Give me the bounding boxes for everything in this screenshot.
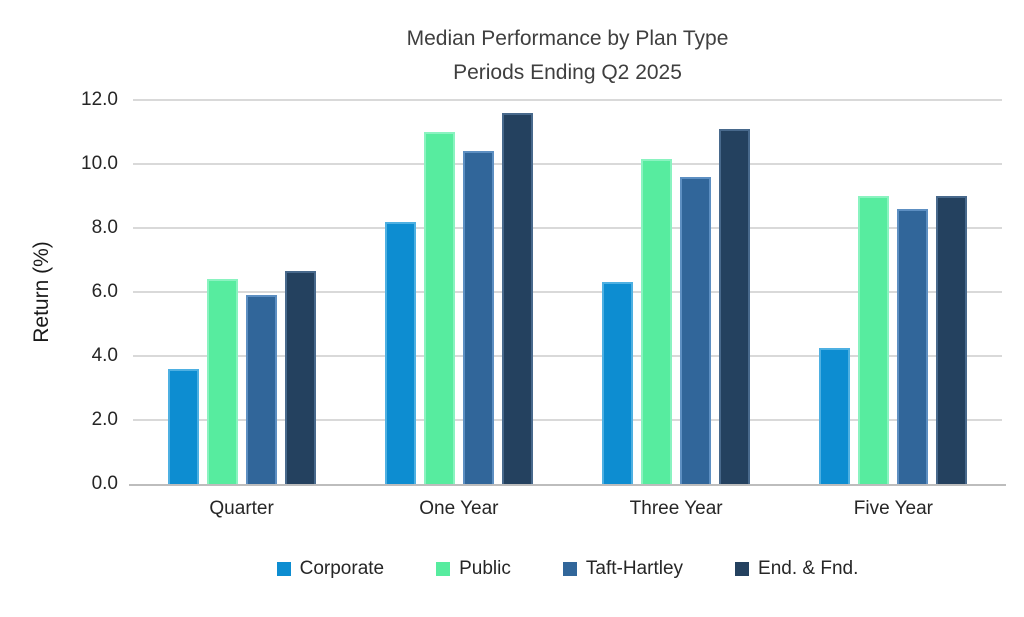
y-axis-tick-labels: 0.0 2.0 4.0 6.0 8.0 10.0 12.0 bbox=[0, 89, 118, 494]
y-tick-label: 0.0 bbox=[91, 473, 118, 494]
legend-swatch-icon bbox=[276, 562, 291, 576]
legend-swatch-icon bbox=[735, 562, 750, 576]
bar-corporate bbox=[167, 368, 199, 484]
x-axis-line bbox=[129, 484, 1006, 486]
gridline bbox=[133, 99, 1002, 101]
x-axis-labels: Quarter One Year Three Year Five Year bbox=[133, 498, 1002, 520]
legend-label: Corporate bbox=[299, 558, 385, 579]
legend-item-taft-hartley: Taft-Hartley bbox=[562, 558, 684, 580]
legend-swatch-icon bbox=[562, 562, 577, 576]
plot-area bbox=[129, 99, 1006, 486]
x-axis-label: Three Year bbox=[629, 498, 723, 519]
y-tick-label: 2.0 bbox=[91, 409, 118, 430]
legend-label: End. & Fnd. bbox=[758, 558, 859, 579]
bar-end-fnd- bbox=[719, 128, 751, 484]
gridline bbox=[133, 355, 1002, 357]
bar-groups bbox=[133, 100, 1002, 484]
bar-end-fnd- bbox=[936, 196, 968, 484]
chart-title: Median Performance by Plan Type bbox=[406, 27, 729, 50]
gridline bbox=[133, 227, 1002, 229]
legend-label: Taft-Hartley bbox=[585, 558, 684, 579]
bar-group-three-year bbox=[568, 100, 785, 484]
bar-group-quarter bbox=[133, 100, 350, 484]
gridline bbox=[133, 419, 1002, 421]
bar-taft-hartley bbox=[245, 295, 277, 484]
legend-item-corporate: Corporate bbox=[276, 558, 385, 580]
legend-item-end-fnd-: End. & Fnd. bbox=[735, 558, 858, 580]
bar-taft-hartley bbox=[680, 176, 712, 484]
legend-swatch-icon bbox=[436, 562, 451, 576]
bar-group-one-year bbox=[350, 100, 567, 484]
bar-taft-hartley bbox=[897, 208, 929, 484]
bar-taft-hartley bbox=[462, 151, 494, 484]
chart-title-block: Median Performance by Plan Type Periods … bbox=[133, 22, 1002, 90]
x-axis-label: One Year bbox=[419, 498, 499, 519]
y-tick-label: 12.0 bbox=[81, 89, 118, 110]
bar-public bbox=[858, 196, 890, 484]
legend-item-public: Public bbox=[436, 558, 511, 580]
bar-corporate bbox=[384, 221, 416, 484]
y-tick-label: 6.0 bbox=[91, 281, 118, 302]
gridline bbox=[133, 291, 1002, 293]
legend-label: Public bbox=[459, 558, 511, 579]
x-axis-label: Quarter bbox=[209, 498, 274, 519]
bar-public bbox=[423, 132, 455, 484]
y-tick-label: 4.0 bbox=[91, 345, 118, 366]
bar-end-fnd- bbox=[501, 112, 533, 484]
bar-corporate bbox=[819, 348, 851, 484]
chart-subtitle: Periods Ending Q2 2025 bbox=[453, 61, 682, 84]
bar-public bbox=[206, 279, 238, 484]
bar-group-five-year bbox=[785, 100, 1002, 484]
bar-public bbox=[641, 159, 673, 484]
gridline bbox=[133, 163, 1002, 165]
bar-end-fnd- bbox=[284, 271, 316, 484]
x-axis-label: Five Year bbox=[853, 498, 933, 519]
legend: Corporate Public Taft-Hartley End. & Fnd. bbox=[133, 558, 1002, 580]
bar-corporate bbox=[602, 282, 634, 484]
y-tick-label: 8.0 bbox=[91, 217, 118, 238]
y-tick-label: 10.0 bbox=[81, 153, 118, 174]
